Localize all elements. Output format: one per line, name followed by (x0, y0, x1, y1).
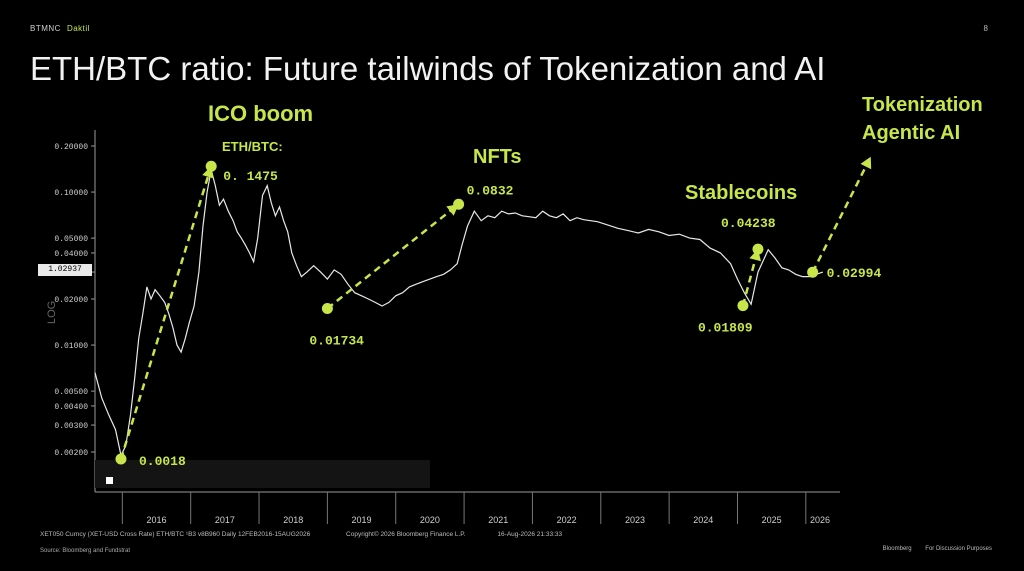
y-axis-label: LOG (46, 300, 58, 324)
annotation-ico-boom: ICO boom (208, 101, 313, 126)
x-tick-label: 2021 (488, 515, 508, 525)
value-label: 0.01734 (309, 333, 364, 348)
value-labels: 0.0018 0. 1475 0.01734 0.0832 0.01809 0.04238… (139, 169, 881, 469)
value-label: 0.0832 (467, 183, 514, 198)
y-tick-label: 0.02000 (54, 296, 88, 305)
annotation-nfts: NFTs (473, 146, 522, 168)
highlight-point (752, 243, 764, 255)
trend-arrow (326, 203, 460, 310)
highlight-point (115, 453, 127, 465)
legend-swatch (106, 477, 113, 484)
value-label: 0.0018 (139, 454, 186, 469)
highlight-point (205, 160, 217, 172)
footer-tag-bloomberg: Bloomberg (882, 546, 912, 552)
highlight-point (321, 302, 333, 314)
value-label: 0. 1475 (223, 169, 278, 184)
highlight-point (807, 266, 819, 278)
x-tick-label: 2024 (693, 515, 713, 525)
trend-arrow (119, 165, 213, 460)
brand-header: BTMNC Daktil (30, 24, 90, 33)
current-value-box: 1.02937 (38, 264, 92, 276)
highlight-point (737, 300, 749, 312)
footer-tag-discussion: For Discussion Purposes (925, 546, 992, 552)
chart-title: ETH/BTC ratio: Future tailwinds of Token… (30, 50, 826, 87)
y-axis-ticks: 0.200000.100000.050000.040000.030000.020… (54, 143, 95, 458)
source-note: Source: Bloomberg and Fundstrat (40, 548, 131, 554)
trend-arrow-head (860, 156, 872, 170)
y-tick-label: 0.20000 (54, 143, 88, 152)
footer-right-tags: Bloomberg For Discussion Purposes (871, 546, 992, 552)
chart-footer: XET050 Curncy (XET-USD Cross Rate) ETH/B… (40, 531, 562, 538)
page-number: 8 (983, 24, 988, 33)
y-tick-label: 0.04000 (54, 250, 88, 259)
brand-name: BTMNC (30, 24, 61, 33)
annotation-agentic-ai: Agentic AI (862, 122, 960, 144)
highlight-point (453, 198, 465, 210)
x-tick-label: 2018 (283, 515, 303, 525)
x-tick-label: 2025 (762, 515, 782, 525)
y-tick-label: 0.01000 (54, 342, 88, 351)
x-axis-ticks: 2016 2017 2018 2019 2020 2021 2022 2023 2024 2025… (121, 492, 830, 525)
trend-arrow (811, 156, 872, 273)
x-tick-label: 2020 (420, 515, 440, 525)
annotation-ethbtc: ETH/BTC: (222, 139, 283, 154)
value-label: 0.01809 (698, 321, 753, 336)
brand-sub: Daktil (66, 24, 90, 33)
y-tick-label: 0.10000 (54, 189, 88, 198)
x-tick-label: 2017 (215, 515, 235, 525)
y-tick-label: 0.00500 (54, 388, 88, 397)
series-line (94, 169, 824, 458)
x-tick-label: 2019 (352, 515, 372, 525)
value-label: 0.04238 (721, 216, 776, 231)
value-label: 0.02994 (827, 266, 882, 281)
annotation-stablecoins: Stablecoins (685, 182, 797, 204)
x-tick-label: 2023 (625, 515, 645, 525)
y-tick-label: 0.00400 (54, 403, 88, 412)
footer-copyright: Copyright© 2026 Bloomberg Finance L.P. (346, 531, 466, 538)
highlight-points (115, 160, 819, 465)
y-tick-label: 0.05000 (54, 235, 88, 244)
x-tick-label: 2016 (146, 515, 166, 525)
footer-timestamp: 16-Aug-2026 21:33:33 (497, 531, 563, 538)
chart-grid (94, 130, 840, 493)
y-tick-label: 0.00200 (54, 449, 88, 458)
legend-placeholder (95, 460, 430, 488)
annotation-tokenization: Tokenization (862, 94, 983, 116)
x-tick-label: 2026 (810, 515, 830, 525)
x-tick-label: 2022 (557, 515, 577, 525)
y-tick-label: 0.00300 (54, 422, 88, 431)
footer-left: XET050 Curncy (XET-USD Cross Rate) ETH/B… (40, 531, 311, 538)
